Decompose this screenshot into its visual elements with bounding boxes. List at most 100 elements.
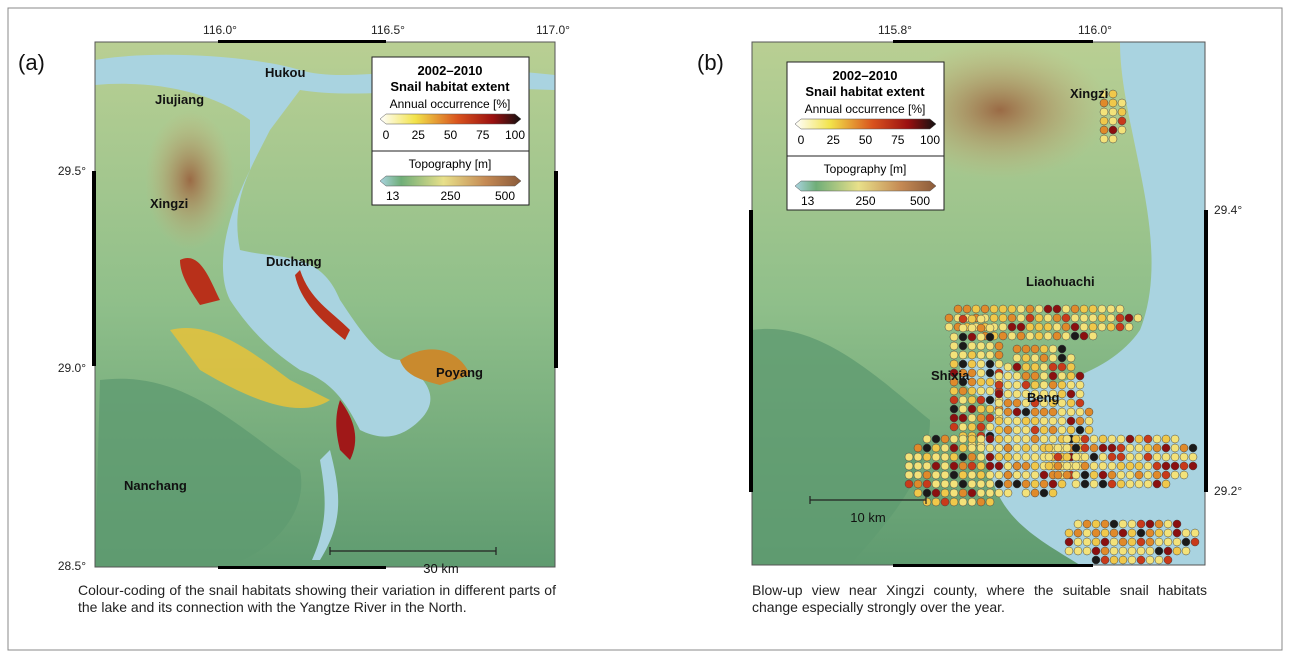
habitat-dot [1004, 372, 1012, 380]
habitat-dot [1117, 435, 1125, 443]
habitat-dot [1090, 480, 1098, 488]
habitat-dot [1189, 462, 1197, 470]
place-name: Xingzi [1070, 86, 1108, 101]
habitat-dot [1065, 529, 1073, 537]
habitat-dot [1008, 332, 1016, 340]
habitat-dot [950, 435, 958, 443]
habitat-dot [1022, 381, 1030, 389]
place-name: Shixia [931, 368, 970, 383]
habitat-dot [1144, 444, 1152, 452]
habitat-dot [1058, 426, 1066, 434]
lat-tick: 28.5° [58, 559, 86, 573]
habitat-dot [995, 381, 1003, 389]
habitat-dot [1119, 520, 1127, 528]
lat-tick: 29.0° [58, 361, 86, 375]
habitat-dot [1040, 417, 1048, 425]
habitat-dot [1098, 314, 1106, 322]
habitat-dot [986, 324, 994, 332]
habitat-dot [968, 453, 976, 461]
habitat-dot [1171, 435, 1179, 443]
habitat-dot [1022, 471, 1030, 479]
habitat-dot [1062, 332, 1070, 340]
habitat-dot [932, 462, 940, 470]
place-name: Poyang [436, 365, 483, 380]
habitat-dot [1076, 381, 1084, 389]
habitat-dot [1117, 462, 1125, 470]
habitat-dot [968, 333, 976, 341]
habitat-dot [1126, 480, 1134, 488]
habitat-dot [950, 444, 958, 452]
habitat-dot [1146, 529, 1154, 537]
habitat-dot [1117, 444, 1125, 452]
habitat-dot [1135, 462, 1143, 470]
habitat-dot [1155, 547, 1163, 555]
lon-tick: 116.5° [371, 23, 405, 37]
habitat-dot [1109, 99, 1117, 107]
habitat-dot [1058, 480, 1066, 488]
habitat-dot [1085, 417, 1093, 425]
habitat-dot [923, 462, 931, 470]
habitat-dot [945, 323, 953, 331]
habitat-dot [968, 387, 976, 395]
habitat-dot [1189, 444, 1197, 452]
habitat-dot [1049, 381, 1057, 389]
habitat-dot [941, 471, 949, 479]
habitat-dot [1109, 135, 1117, 143]
habitat-dot [1040, 345, 1048, 353]
habitat-dot [1008, 305, 1016, 313]
habitat-dot [1063, 444, 1071, 452]
habitat-dot [995, 435, 1003, 443]
habitat-dot [986, 414, 994, 422]
habitat-dot [959, 471, 967, 479]
habitat-dot [1090, 453, 1098, 461]
habitat-dot [1137, 538, 1145, 546]
place-name: Xingzi [150, 196, 188, 211]
habitat-dot [986, 435, 994, 443]
habitat-dot [1092, 520, 1100, 528]
habitat-dot [1076, 408, 1084, 416]
habitat-dot [995, 453, 1003, 461]
habitat-dot [968, 315, 976, 323]
legend-period: 2002–2010 [832, 68, 897, 83]
habitat-dot [950, 423, 958, 431]
habitat-dot [995, 351, 1003, 359]
habitat-dot [1022, 462, 1030, 470]
habitat-dot [986, 462, 994, 470]
habitat-dot [1101, 538, 1109, 546]
habitat-dot [1089, 332, 1097, 340]
habitat-dot [1135, 453, 1143, 461]
habitat-dot [1085, 408, 1093, 416]
habitat-dot [995, 360, 1003, 368]
habitat-dot [1180, 462, 1188, 470]
habitat-dot [959, 453, 967, 461]
habitat-dot [1180, 453, 1188, 461]
habitat-dot [977, 315, 985, 323]
colorbar-tick: 100 [505, 128, 525, 142]
habitat-dot [1126, 453, 1134, 461]
habitat-dot [968, 324, 976, 332]
habitat-dot [1125, 323, 1133, 331]
habitat-dot [1164, 547, 1172, 555]
habitat-dot [1022, 435, 1030, 443]
habitat-dot [1099, 480, 1107, 488]
place-name: Liaohuachi [1026, 274, 1095, 289]
habitat-dot [959, 396, 967, 404]
habitat-dot [981, 305, 989, 313]
habitat-dot [977, 423, 985, 431]
habitat-dot [1100, 117, 1108, 125]
habitat-dot [1118, 99, 1126, 107]
habitat-dot [1035, 332, 1043, 340]
habitat-dot [1081, 471, 1089, 479]
habitat-dot [941, 444, 949, 452]
habitat-dot [950, 387, 958, 395]
habitat-dot [1022, 453, 1030, 461]
habitat-dot [977, 498, 985, 506]
habitat-dot [995, 390, 1003, 398]
habitat-dot [1108, 471, 1116, 479]
habitat-dot [1146, 520, 1154, 528]
habitat-dot [1067, 390, 1075, 398]
habitat-dot [1117, 471, 1125, 479]
habitat-dot [1004, 408, 1012, 416]
habitat-dot [1071, 323, 1079, 331]
habitat-dot [1146, 556, 1154, 564]
